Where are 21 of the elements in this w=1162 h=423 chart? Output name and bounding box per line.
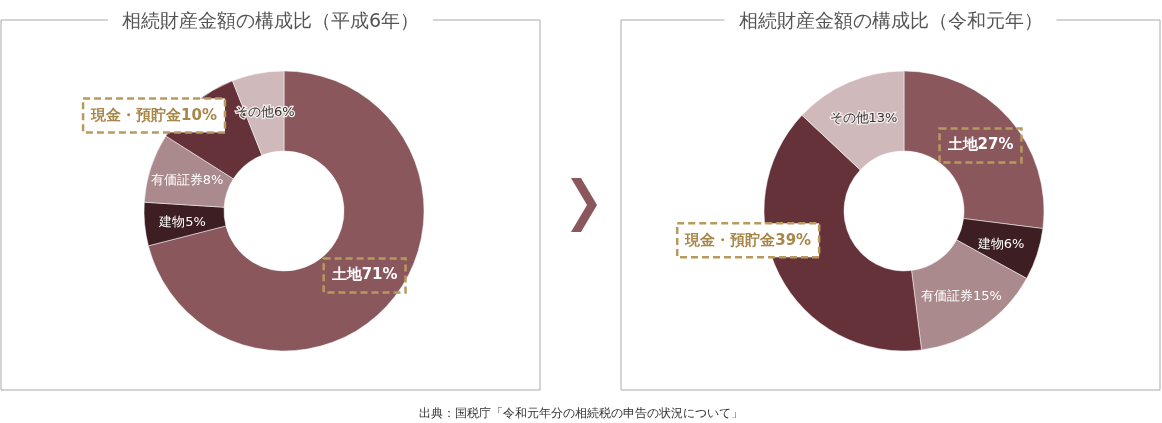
- data-label: 6%: [1003, 235, 1025, 251]
- data-label: 39%: [775, 231, 812, 250]
- data-label: 10%: [181, 106, 217, 125]
- data-label: 71%: [361, 264, 398, 283]
- slice-label: 有価証券: [150, 172, 203, 188]
- slice-label: 土地: [946, 134, 979, 153]
- chart-title: 相続財産金額の構成比（令和元年）: [738, 9, 1043, 31]
- chart-title: 相続財産金額の構成比（平成6年）: [121, 9, 420, 31]
- slice-label: 建物: [158, 213, 186, 229]
- data-label: 15%: [972, 288, 1002, 304]
- slice-label: 土地: [330, 264, 363, 283]
- slice-label: 現金・預貯金: [684, 231, 776, 250]
- data-label: 5%: [185, 213, 206, 229]
- slice-label: その他: [829, 110, 869, 126]
- source-note: 出典：国税庁「令和元年分の相続税の申告の状況について」: [419, 406, 743, 420]
- data-label: 8%: [202, 172, 224, 188]
- slice-label: 建物: [976, 235, 1004, 251]
- data-label: 27%: [977, 134, 1014, 153]
- slice-label: 現金・預貯金: [90, 106, 182, 125]
- data-label: 13%: [868, 110, 898, 126]
- slice-label: 有価証券: [920, 288, 973, 304]
